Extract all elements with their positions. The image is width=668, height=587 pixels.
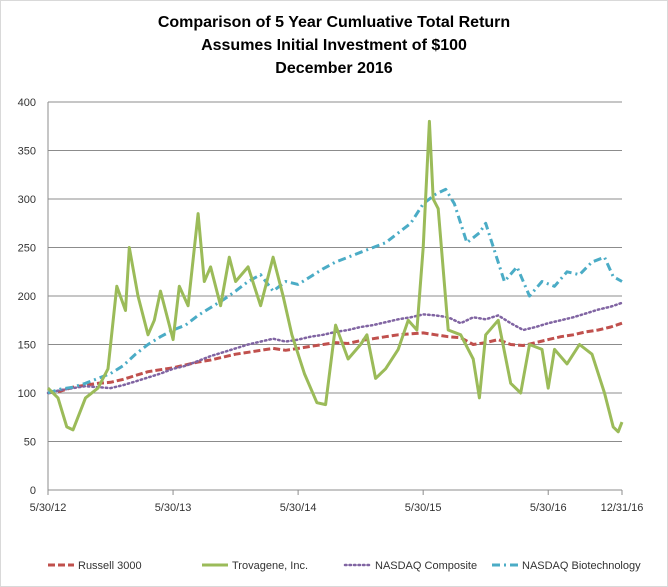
y-tick-label-300: 300 [18, 194, 36, 206]
series-line-trovagene-inc [46, 119, 624, 434]
legend: Russell 3000 Trovagene, Inc. NASDAQ Compos… [48, 560, 641, 572]
x-tick-label-2: 5/30/14 [280, 502, 317, 514]
y-tick-label-100: 100 [18, 388, 36, 400]
x-tick-label-3: 5/30/15 [405, 502, 442, 514]
legend-label-nasdaq-biotechnology: NASDAQ Biotechnology [522, 560, 641, 572]
x-tick-label-0: 5/30/12 [30, 502, 67, 514]
chart-subtitle-2: December 2016 [275, 60, 393, 77]
chart-subtitle-1: Assumes Initial Investment of $100 [201, 37, 467, 54]
series-line-nasdaq-biotechnology [47, 187, 623, 395]
y-tick-label-250: 250 [18, 243, 36, 255]
x-tick-label-5: 12/31/16 [601, 502, 644, 514]
y-tick-label-150: 150 [18, 340, 36, 352]
legend-label-russell-3000: Russell 3000 [78, 560, 142, 572]
x-tick-label-1: 5/30/13 [155, 502, 192, 514]
plot-area: 0 50 100 150 200 250 300 350 400 5/30/12 5/30/13 5/… [18, 97, 644, 514]
y-tick-label-50: 50 [24, 437, 36, 449]
x-tick-label-4: 5/30/16 [530, 502, 567, 514]
series-line-russell-3000 [47, 321, 623, 395]
legend-label-nasdaq-composite: NASDAQ Composite [375, 560, 477, 572]
y-tick-label-0: 0 [30, 485, 36, 497]
chart-title: Comparison of 5 Year Cumluative Total Re… [158, 14, 510, 31]
legend-label-trovagene-inc: Trovagene, Inc. [232, 560, 308, 572]
y-tick-label-200: 200 [18, 291, 36, 303]
y-tick-label-400: 400 [18, 97, 36, 109]
y-tick-label-350: 350 [18, 146, 36, 158]
